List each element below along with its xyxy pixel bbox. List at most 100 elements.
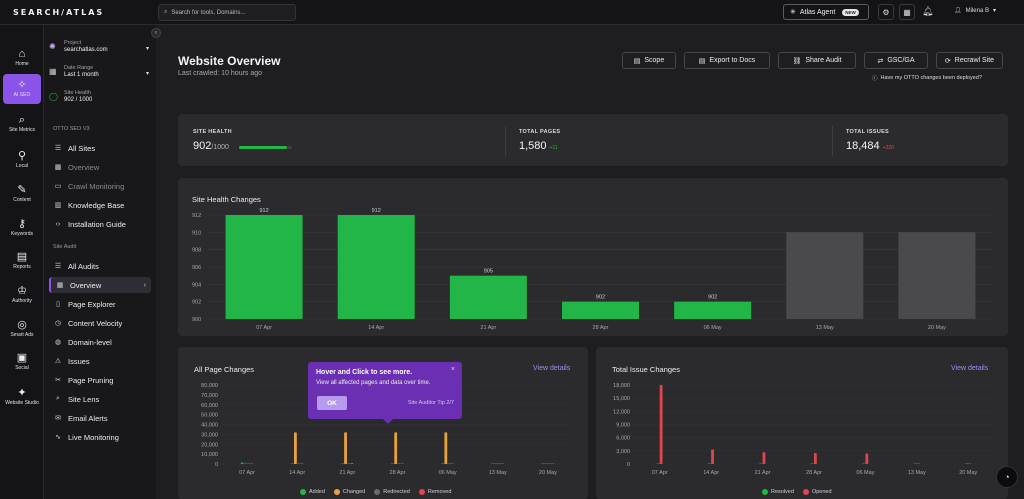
atlas-agent-button[interactable]: ✳ Atlas Agent NEW (783, 4, 869, 20)
y-tick-label: 60,000 (201, 403, 218, 409)
nav-live-monitoring[interactable]: ∿ Live Monitoring (55, 432, 119, 442)
nav-installation-guide[interactable]: ‹› Installation Guide (55, 219, 126, 229)
site-health-value: 902/1000 (193, 140, 229, 152)
bar-baseline (297, 463, 301, 464)
nav-content-velocity[interactable]: ◷ Content Velocity (54, 318, 123, 328)
project-selector[interactable]: ✺ Project searchatlas.com ▾ (49, 40, 149, 54)
bar-baseline (290, 463, 294, 464)
extensions-icon[interactable]: ⚙ (878, 4, 894, 20)
rail-item-reports[interactable]: ▤ Reports (13, 251, 31, 271)
feather-icon: ✎ (17, 184, 27, 197)
rail-item-site-metrics[interactable]: ⌕ Site Metrics (8, 114, 36, 134)
x-tick-label: 06 May (439, 470, 457, 476)
y-tick-label: 20,000 (201, 442, 218, 448)
apps-grid-icon[interactable]: ▦ (899, 4, 915, 20)
section-site-audit: Site Audit (53, 244, 77, 250)
rail-item-website-studio[interactable]: ✦ Website Studio (5, 387, 39, 407)
warning-icon: ⚠ (54, 358, 62, 365)
bar (344, 432, 347, 464)
rail-item-keywords[interactable]: ⚷ Keywords (11, 218, 33, 238)
legend-item-removed[interactable]: Removed (418, 489, 451, 495)
nav-otto-overview[interactable]: ▦ Overview (54, 162, 100, 172)
otto-deploy-link[interactable]: ⓘ Have my OTTO changes been deployed? (872, 75, 982, 82)
last-crawled: Last crawled: 10 hours ago (178, 70, 263, 77)
nav-page-pruning[interactable]: ✂ Page Pruning (55, 375, 114, 385)
nav-domain-level[interactable]: ◍ Domain-level (54, 337, 112, 347)
magnifier-icon: ⌕ (18, 114, 26, 127)
chevron-right-icon: › (143, 281, 146, 289)
nav-email-alerts[interactable]: ✉ Email Alerts (55, 413, 108, 423)
app-logo[interactable]: SEARCH/ATLAS (13, 8, 105, 17)
legend-item-changed[interactable]: Changed (333, 489, 365, 495)
export-to-docs-button[interactable]: ▤ Export to Docs (684, 52, 770, 69)
total-pages-value: 1,580 +11 (519, 140, 558, 152)
global-search-input[interactable]: ⌕ Search for tools, Domains... (158, 4, 296, 21)
health-ring-icon: ◯ (49, 92, 58, 101)
rail-item-home[interactable]: ⌂ Home (15, 48, 29, 68)
x-tick-label: 20 May (959, 470, 977, 476)
kpi-divider (505, 126, 506, 156)
legend-dot (300, 489, 306, 495)
bar-value-label: 902 (708, 295, 717, 301)
rail-item-ai-seo[interactable]: ✧ AI SEO (3, 74, 41, 104)
rail-item-content[interactable]: ✎ Content (13, 184, 31, 204)
code-icon: ‹› (55, 220, 61, 228)
x-tick-label: 21 Apr (755, 470, 771, 476)
recrawl-site-button[interactable]: ⟳ Recrawl Site (936, 52, 1003, 69)
nav-knowledge-base[interactable]: ▥ Knowledge Base (54, 200, 125, 210)
rail-item-smart-ads[interactable]: ◎ Smart Ads (10, 319, 34, 339)
project-icon: ✺ (49, 42, 56, 51)
gsc-ga-button[interactable]: ⇄ GSC/GA (864, 52, 928, 69)
issue-changes-card (596, 347, 1008, 499)
tip-ok-button[interactable]: OK (317, 396, 347, 410)
y-tick-label: 10,000 (201, 452, 218, 458)
share-audit-button[interactable]: ⛓ Share Audit (778, 52, 856, 69)
close-icon[interactable]: × (450, 366, 455, 373)
nav-audit-overview[interactable]: ▦ Overview › (49, 277, 151, 293)
x-tick-label: 07 Apr (256, 325, 272, 331)
scope-button[interactable]: ▤ Scope (622, 52, 676, 69)
page-title: Website Overview (178, 54, 281, 68)
file-icon: ▯ (56, 301, 60, 308)
y-tick-label: 0 (215, 462, 218, 468)
collapse-sidebar-button[interactable]: ‹ (151, 28, 161, 38)
user-menu[interactable]: 👤︎ Milena B ▾ (954, 7, 996, 15)
legend-dot (762, 489, 768, 495)
legend-dot (374, 489, 381, 495)
page-changes-view-details-link[interactable]: View details (533, 365, 571, 372)
legend-item-added[interactable]: Added (300, 489, 325, 495)
nav-crawl-monitoring[interactable]: ▭ Crawl Monitoring (54, 181, 125, 191)
search-icon: ⌕ (164, 9, 168, 15)
link-icon: ⛓ (792, 57, 802, 65)
bell-icon[interactable]: 🔔︎ (922, 6, 934, 16)
new-badge: NEW (842, 8, 859, 16)
chevron-left-icon: ‹ (155, 30, 157, 36)
bar-value-label: 912 (372, 208, 381, 214)
y-tick-label: 902 (192, 300, 201, 306)
legend-item-opened[interactable]: Opened (802, 489, 832, 495)
nav-page-explorer[interactable]: ▯ Page Explorer (49, 296, 151, 312)
issue-changes-chart: 18,000 15,000 12,000 9,000 6,000 3,000 0 07 Apr… (613, 383, 994, 476)
caret-down-icon: ▾ (145, 46, 149, 52)
rail-item-authority[interactable]: ♔ Authority (12, 285, 32, 305)
bar-baseline (810, 463, 814, 464)
nav-issues[interactable]: ⚠ Issues (54, 356, 90, 366)
rail-item-local[interactable]: ⚲ Local (16, 150, 28, 170)
list-icon: ☰ (54, 263, 62, 270)
rail-item-social[interactable]: ▣ Social (15, 352, 29, 372)
nav-site-lens[interactable]: ⌕ Site Lens (49, 391, 151, 407)
bar-baseline (441, 463, 445, 464)
legend-item-resolved[interactable]: Resolved (762, 489, 794, 495)
chat-icon: ◔ (1004, 472, 1010, 482)
date-range-selector[interactable]: ▦ Date Range Last 1 month ▾ (49, 65, 149, 79)
nav-all-audits[interactable]: ☰ All Audits (54, 261, 99, 271)
calendar-icon: ▦ (49, 67, 57, 76)
grid-icon: ▦ (54, 164, 62, 171)
y-tick-label: 70,000 (201, 393, 218, 399)
bar-baseline (300, 463, 304, 464)
chat-launcher-button[interactable]: ◔ (996, 466, 1018, 488)
issue-changes-view-details-link[interactable]: View details (951, 365, 989, 372)
legend-item-redirected[interactable]: Redirected (374, 489, 410, 495)
nav-all-sites[interactable]: ☰ All Sites (54, 143, 96, 153)
info-icon: ⓘ (872, 76, 878, 82)
